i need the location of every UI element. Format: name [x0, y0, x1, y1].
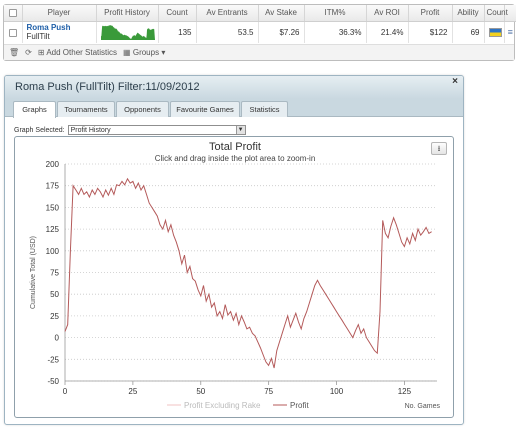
- y-tick-label: 175: [46, 182, 60, 191]
- header-profit[interactable]: Profit: [408, 5, 453, 22]
- player-site: FullTilt: [26, 32, 50, 42]
- y-tick-label: 75: [50, 269, 59, 278]
- player-name-link[interactable]: Roma Push: [26, 23, 71, 33]
- graph-select-value: Profit History: [70, 127, 111, 134]
- ability-value: 69: [452, 21, 485, 43]
- header-av-roi[interactable]: Av ROI: [366, 5, 409, 22]
- y-tick-label: 100: [46, 247, 60, 256]
- graph-selected-label: Graph Selected:: [14, 126, 65, 134]
- header-count[interactable]: Count: [158, 5, 197, 22]
- stats-toolbar: 🗑 ⟳ ⊞ Add Other Statistics ▦ Groups ▾: [4, 44, 514, 60]
- header-menu: [504, 5, 516, 22]
- grid-icon: ▦: [123, 48, 131, 57]
- header-av-stake[interactable]: Av Stake: [258, 5, 305, 22]
- graph-select-row: Graph Selected: Profit History ▼: [14, 124, 246, 136]
- y-tick-label: 200: [46, 160, 60, 169]
- y-tick-label: 50: [50, 290, 59, 299]
- groups-label: Groups: [132, 48, 160, 57]
- x-axis-label: No. Games: [405, 403, 441, 410]
- add-stats-label: Add Other Statistics: [46, 48, 118, 57]
- y-tick-label: -25: [47, 355, 59, 364]
- legend-item-profit: Profit: [290, 401, 309, 410]
- table-row[interactable]: Roma Push FullTilt 135 53.5 $7.26 36.3% …: [4, 21, 516, 43]
- x-tick-label: 75: [264, 387, 273, 396]
- av-stake-value: $7.26: [258, 21, 305, 43]
- itm-value: 36.3%: [304, 21, 367, 43]
- row-checkbox[interactable]: [8, 28, 17, 37]
- y-tick-label: 150: [46, 203, 60, 212]
- window-title: Roma Push (FullTilt) Filter:11/09/2012: [15, 81, 200, 93]
- y-axis-label: Cumulative Total (USD): [30, 236, 37, 309]
- y-tick-label: 25: [50, 312, 59, 321]
- chart-subtitle: Click and drag inside the plot area to z…: [155, 154, 316, 163]
- list-icon[interactable]: ≡: [507, 27, 513, 38]
- x-tick-label: 100: [330, 387, 344, 396]
- select-all-checkbox[interactable]: [8, 9, 17, 18]
- tab-tournaments[interactable]: Tournaments: [57, 101, 115, 117]
- profit-value: $122: [408, 21, 453, 43]
- y-tick-label: -50: [47, 377, 59, 386]
- download-icon[interactable]: ⭳: [431, 142, 447, 155]
- x-tick-label: 25: [128, 387, 137, 396]
- graph-select-dropdown[interactable]: Profit History ▼: [67, 125, 246, 135]
- player-cell[interactable]: Roma Push FullTilt: [22, 21, 97, 43]
- add-icon: ⊞: [37, 48, 45, 57]
- chart-title: Total Profit: [209, 141, 261, 153]
- profit-series-line: [64, 177, 432, 369]
- tab-opponents[interactable]: Opponents: [116, 101, 169, 117]
- trash-icon[interactable]: 🗑: [9, 48, 20, 57]
- header-player[interactable]: Player: [22, 5, 97, 22]
- profit-window: Roma Push (FullTilt) Filter:11/09/2012 ×…: [4, 75, 464, 425]
- x-tick-label: 125: [398, 387, 412, 396]
- chevron-down-icon: ▼: [235, 126, 245, 134]
- window-titlebar[interactable]: Roma Push (FullTilt) Filter:11/09/2012 ×: [5, 76, 463, 99]
- select-all-header[interactable]: [4, 5, 23, 22]
- header-av-entrants[interactable]: Av Entrants: [196, 5, 259, 22]
- flag-icon: [488, 27, 502, 37]
- y-tick-label: 0: [55, 334, 60, 343]
- add-stats-button[interactable]: ⊞ Add Other Statistics: [38, 48, 117, 57]
- legend-item-profit-excluding-rake: Profit Excluding Rake: [184, 401, 261, 410]
- stats-panel: Player Profit History Count Av Entrants …: [3, 4, 516, 61]
- tab-statistics[interactable]: Statistics: [241, 101, 288, 117]
- tab-bar: Graphs Tournaments Opponents Favourite G…: [5, 99, 463, 118]
- chevron-down-icon: ▾: [161, 48, 166, 57]
- stats-table: Player Profit History Count Av Entrants …: [4, 5, 516, 43]
- refresh-icon[interactable]: ⟳: [25, 48, 32, 57]
- tab-favourite-games[interactable]: Favourite Games: [170, 101, 240, 117]
- x-tick-label: 0: [63, 387, 68, 396]
- y-tick-label: 125: [46, 225, 60, 234]
- groups-button[interactable]: ▦ Groups ▾: [123, 48, 165, 57]
- header-ability[interactable]: Ability: [452, 5, 485, 22]
- x-tick-label: 50: [196, 387, 205, 396]
- tab-graphs[interactable]: Graphs: [13, 101, 56, 118]
- header-count-2[interactable]: Count: [484, 5, 508, 22]
- av-entrants-value: 53.5: [196, 21, 259, 43]
- header-profit-history[interactable]: Profit History: [96, 5, 159, 22]
- profit-history-sparkline: [100, 25, 155, 41]
- sparkline-cell: [96, 21, 159, 43]
- chart-frame: ⭳ Total Profit Click and drag inside the …: [14, 136, 454, 418]
- header-itm[interactable]: ITM%: [304, 5, 367, 22]
- av-roi-value: 21.4%: [366, 21, 409, 43]
- close-icon[interactable]: ×: [452, 76, 458, 87]
- sparkline-area: [100, 25, 155, 41]
- count-value: 135: [158, 21, 197, 43]
